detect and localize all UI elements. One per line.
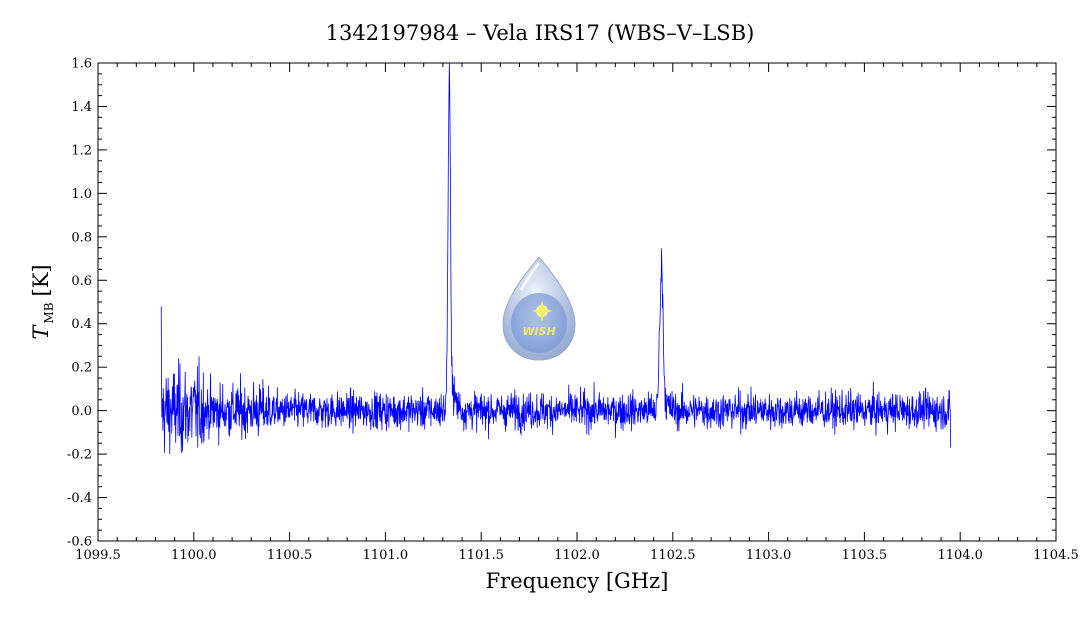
y-tick-label: -0.4 [67, 491, 92, 506]
y-tick-label: 1.6 [71, 57, 92, 72]
y-tick-label: 1.2 [71, 143, 92, 158]
x-tick-label: 1099.5 [75, 548, 121, 563]
wish-logo: WISH [502, 256, 576, 361]
x-tick-label: 1104.0 [937, 548, 983, 563]
y-axis-label-main: T [29, 324, 53, 340]
wish-logo-text: WISH [522, 325, 555, 338]
x-axis-tick-labels: 1099.5 1100.0 1100.5 1101.0 1101.5 1102.0 1102… [75, 548, 1079, 563]
x-tick-label: 1103.0 [746, 548, 792, 563]
x-tick-label: 1100.5 [267, 548, 313, 563]
y-axis-label-sub: MB [42, 302, 56, 323]
y-axis-label-unit: [K] [29, 264, 53, 296]
y-tick-label: -0.6 [67, 535, 92, 550]
x-tick-label: 1101.5 [458, 548, 504, 563]
plot-border [97, 62, 1057, 542]
x-tick-label: 1101.0 [363, 548, 409, 563]
y-tick-label: 1.4 [71, 100, 92, 115]
y-axis-label: TMB [K] [29, 264, 56, 339]
y-tick-label: 0.8 [71, 230, 92, 245]
y-axis-ticks [98, 62, 1056, 542]
x-tick-label: 1102.5 [650, 548, 696, 563]
chart-title: 1342197984 – Vela IRS17 (WBS–V–LSB) [326, 21, 755, 45]
x-tick-label: 1103.5 [842, 548, 888, 563]
y-axis-tick-labels: -0.6 -0.4 -0.2 0.0 0.2 0.4 0.6 0.8 1.0 1.2 1.4 1.6 [67, 57, 92, 550]
y-tick-label: 1.0 [71, 187, 92, 202]
x-tick-label: 1100.0 [171, 548, 217, 563]
y-tick-label: 0.6 [71, 274, 92, 289]
plot-frame [97, 62, 1057, 542]
y-tick-label: -0.2 [67, 448, 92, 463]
y-tick-label: 0.0 [71, 404, 92, 419]
x-axis-label: Frequency [GHz] [486, 569, 669, 593]
x-tick-label: 1102.0 [554, 548, 600, 563]
y-tick-label: 0.4 [71, 317, 92, 332]
y-tick-label: 0.2 [71, 361, 92, 376]
spectrum-series-line [160, 62, 952, 455]
x-tick-label: 1104.5 [1033, 548, 1079, 563]
star-icon [531, 300, 553, 322]
svg-text:TMB[K]: TMB [K] [29, 264, 56, 339]
x-axis-ticks [97, 63, 1057, 541]
